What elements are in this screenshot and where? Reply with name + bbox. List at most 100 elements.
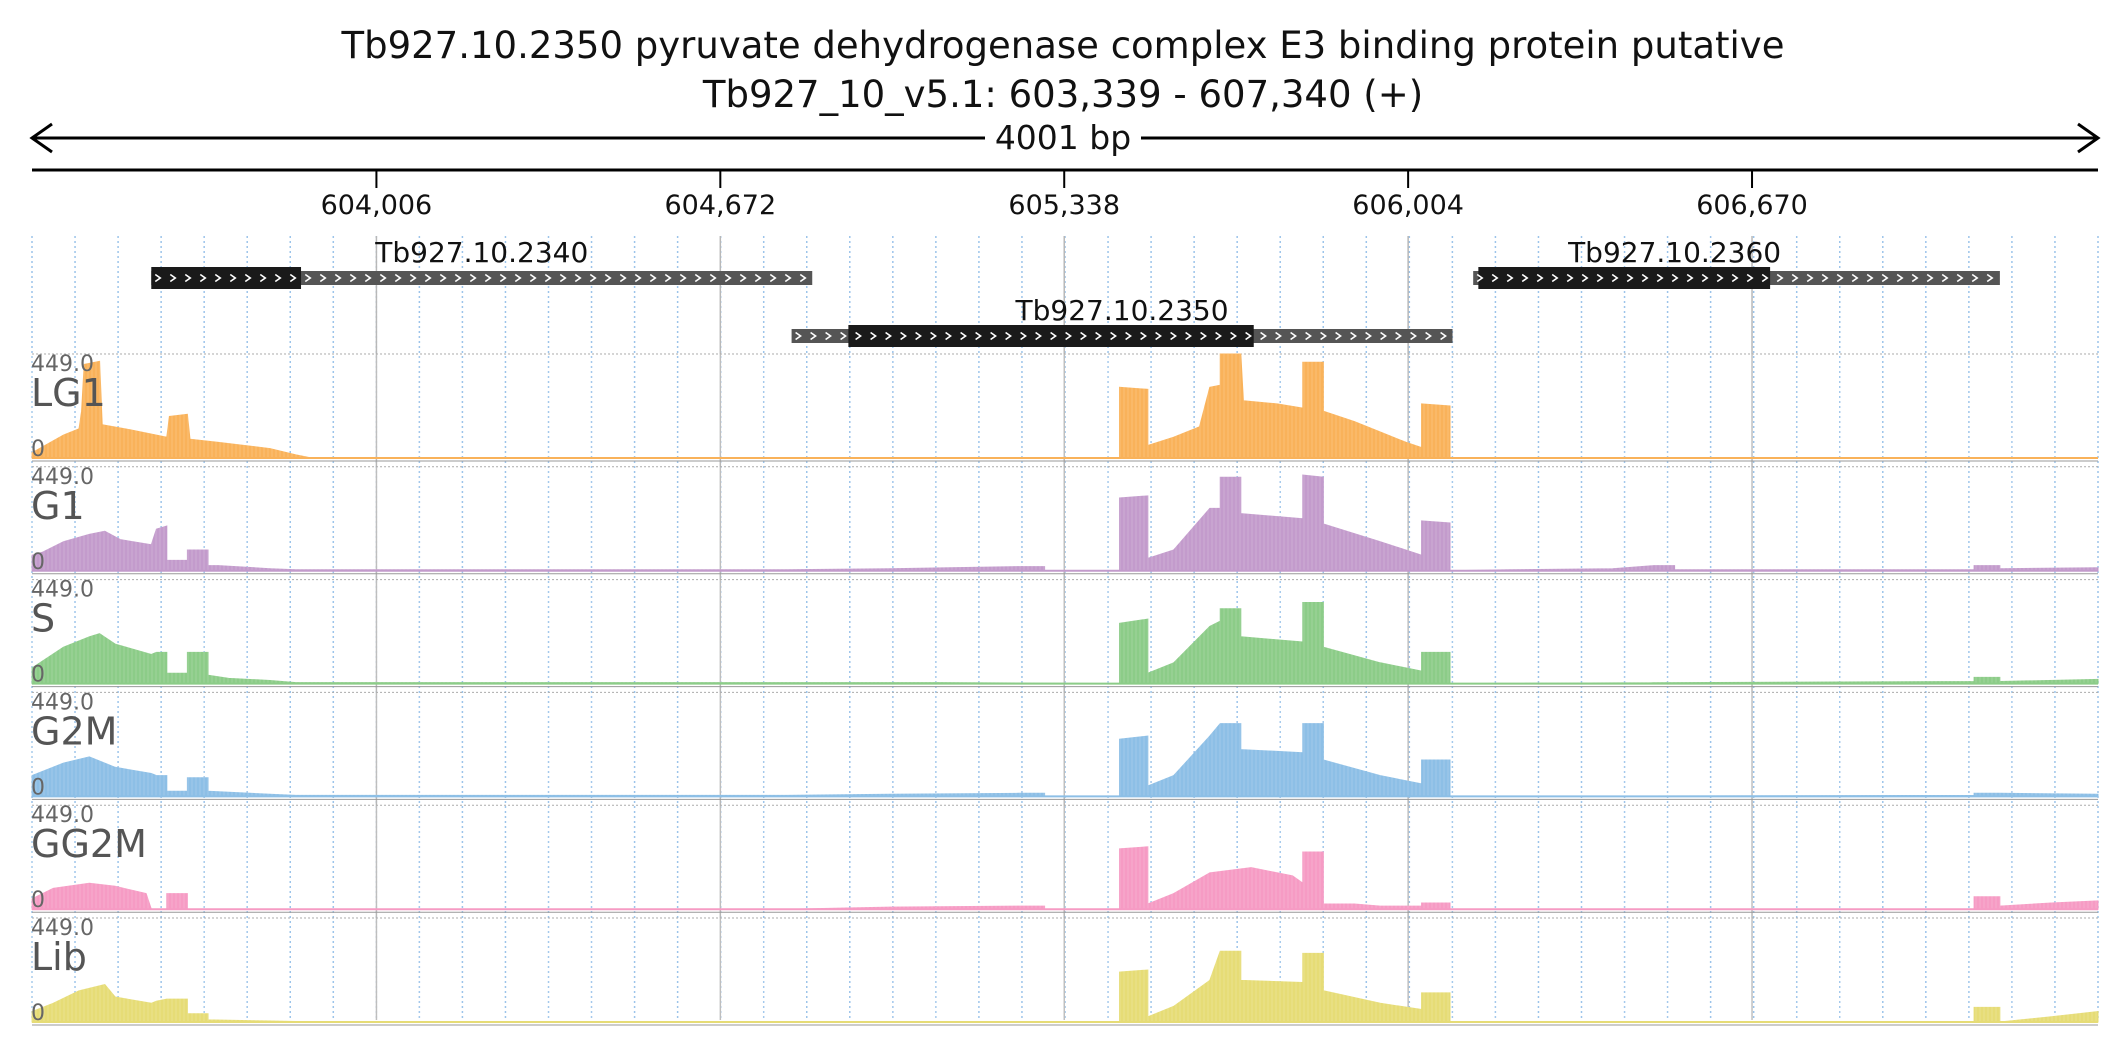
strand-chevron — [1155, 331, 1162, 341]
track-name-label: G2M — [31, 709, 117, 753]
gene-utr-bar — [151, 271, 813, 285]
track-name-label: LG1 — [31, 371, 106, 415]
strand-chevron — [1641, 273, 1649, 283]
gene-cds-bar — [1478, 267, 1771, 289]
strand-chevron — [1521, 273, 1529, 283]
coverage-area — [31, 353, 2098, 459]
strand-chevron — [1566, 273, 1574, 283]
track-min-label: 0 — [31, 888, 45, 913]
strand-chevron — [484, 273, 492, 283]
strand-chevron — [1791, 273, 1799, 283]
strand-chevron — [679, 273, 687, 283]
strand-chevron — [1746, 273, 1754, 283]
strand-chevron — [619, 273, 627, 283]
ruler-tick-label: 606,670 — [1696, 190, 1808, 221]
coverage-area — [31, 602, 2099, 685]
gene-label: Tb927.10.2350 — [1015, 294, 1229, 327]
strand-chevron — [754, 273, 762, 283]
strand-chevron — [1611, 273, 1619, 283]
strand-chevron — [364, 273, 372, 283]
track-name-label: G1 — [31, 484, 85, 528]
strand-chevron — [1245, 331, 1252, 341]
strand-chevron — [274, 273, 282, 283]
strand-chevron — [1536, 273, 1544, 283]
strand-chevron — [1350, 331, 1357, 341]
strand-chevron — [1365, 331, 1372, 341]
track-min-label: 0 — [31, 1001, 45, 1026]
strand-chevron — [529, 273, 537, 283]
strand-chevron — [1275, 331, 1282, 341]
strand-chevron — [514, 273, 522, 283]
strand-chevron — [1896, 273, 1904, 283]
strand-chevron — [1656, 273, 1664, 283]
gene-cds-bar — [848, 325, 1254, 347]
strand-chevron — [559, 273, 567, 283]
strand-chevron — [915, 331, 922, 341]
strand-chevron — [289, 273, 297, 283]
strand-chevron — [409, 273, 417, 283]
strand-chevron — [1956, 273, 1964, 283]
strand-chevron — [1395, 331, 1402, 341]
strand-chevron — [795, 331, 802, 341]
strand-chevron — [1110, 331, 1117, 341]
track-max-label: 449.0 — [31, 916, 94, 941]
strand-chevron — [930, 331, 937, 341]
track-name-label: GG2M — [31, 822, 147, 866]
strand-chevron — [1440, 331, 1447, 341]
strand-chevron — [1230, 331, 1237, 341]
strand-chevron — [544, 273, 552, 283]
strand-chevron — [634, 273, 642, 283]
strand-chevron — [214, 273, 222, 283]
strand-chevron — [1095, 331, 1102, 341]
strand-chevron — [199, 273, 207, 283]
strand-chevron — [334, 273, 342, 283]
ruler-tick-label: 604,006 — [321, 190, 433, 221]
strand-chevron — [1596, 273, 1604, 283]
locus-label: Tb927_10_v5.1: 603,339 - 607,340 (+) — [702, 73, 1423, 116]
strand-chevron — [424, 273, 432, 283]
strand-chevron — [1065, 331, 1072, 341]
gene-title: Tb927.10.2350 pyruvate dehydrogenase com… — [341, 24, 1785, 67]
coverage-area — [31, 950, 2099, 1023]
track-S: 449.0S 0 — [31, 578, 2099, 688]
strand-chevron — [1986, 273, 1994, 283]
ruler-tick-label: 606,004 — [1352, 190, 1464, 221]
strand-chevron — [724, 273, 732, 283]
strand-chevron — [1626, 273, 1634, 283]
strand-chevron — [1380, 331, 1387, 341]
strand-chevron — [154, 273, 162, 283]
strand-chevron — [1971, 273, 1979, 283]
strand-chevron — [1911, 273, 1919, 283]
gene-Tb927.10.2350[interactable]: Tb927.10.2350 — [791, 294, 1453, 347]
coverage-area — [31, 474, 2099, 572]
strand-chevron — [1836, 273, 1844, 283]
gene-Tb927.10.2360[interactable]: Tb927.10.2360 — [1473, 236, 2000, 289]
strand-chevron — [349, 273, 357, 283]
strand-chevron — [1491, 273, 1499, 283]
strand-chevron — [169, 273, 177, 283]
strand-chevron — [469, 273, 477, 283]
strand-chevron — [825, 331, 832, 341]
gene-Tb927.10.2340[interactable]: Tb927.10.2340 — [151, 236, 813, 289]
strand-chevron — [709, 273, 717, 283]
ruler-tick-label: 604,672 — [664, 190, 776, 221]
strand-chevron — [799, 273, 807, 283]
strand-chevron — [855, 331, 862, 341]
strand-chevron — [975, 331, 982, 341]
strand-chevron — [1170, 331, 1177, 341]
strand-chevron — [1050, 331, 1057, 341]
strand-chevron — [649, 273, 657, 283]
strand-chevron — [1806, 273, 1814, 283]
track-min-label: 0 — [31, 550, 45, 575]
strand-chevron — [259, 273, 267, 283]
strand-chevron — [499, 273, 507, 283]
strand-chevron — [960, 331, 967, 341]
strand-chevron — [1821, 273, 1829, 283]
track-name-label: S — [31, 597, 55, 641]
strand-chevron — [810, 331, 817, 341]
strand-chevron — [379, 273, 387, 283]
strand-chevron — [439, 273, 447, 283]
track-min-label: 0 — [31, 663, 45, 688]
